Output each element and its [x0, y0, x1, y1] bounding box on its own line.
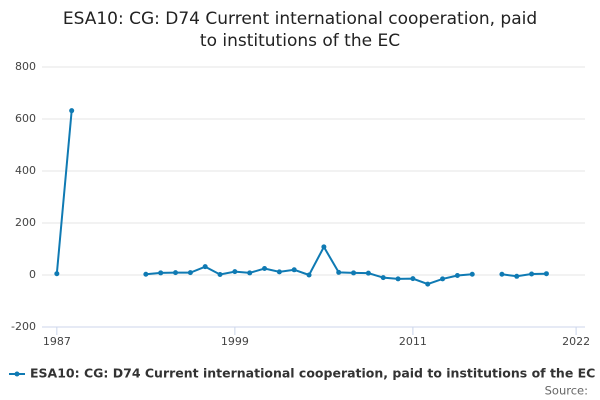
- data-point: [543, 271, 549, 277]
- data-point: [232, 269, 238, 275]
- source: Source:: [545, 384, 588, 398]
- data-point: [321, 244, 327, 250]
- y-tick-label: 400: [15, 164, 36, 177]
- y-tick-label: 200: [15, 216, 36, 229]
- y-tick-label: 800: [15, 60, 36, 73]
- x-tick-label: 1987: [43, 335, 71, 348]
- data-point: [499, 271, 505, 277]
- data-point: [54, 271, 60, 277]
- y-tick-label: 600: [15, 112, 36, 125]
- data-point: [158, 270, 164, 276]
- x-tick-label: 2022: [562, 335, 590, 348]
- data-point: [143, 271, 149, 277]
- data-point: [380, 275, 386, 281]
- data-point: [514, 273, 520, 279]
- x-tick-label: 2011: [399, 335, 427, 348]
- series-line: [55, 110, 547, 286]
- data-point: [336, 269, 342, 275]
- data-point: [247, 270, 253, 276]
- data-point: [262, 266, 268, 271]
- data-point: [395, 276, 401, 282]
- data-point: [454, 273, 460, 279]
- legend-label: ESA10: CG: D74 Current international coo…: [30, 366, 595, 381]
- data-point: [187, 270, 193, 276]
- x-tick-label: 1999: [221, 335, 249, 348]
- data-point: [469, 271, 475, 277]
- data-point: [365, 270, 371, 276]
- data-point: [217, 271, 223, 277]
- data-point: [173, 270, 179, 276]
- data-point: [202, 264, 208, 270]
- legend-symbol: [14, 371, 20, 377]
- y-tick-label: -200: [11, 320, 36, 333]
- data-point: [69, 108, 75, 114]
- data-point: [410, 276, 416, 282]
- data-point: [425, 281, 431, 287]
- y-tick-label: 0: [29, 268, 36, 281]
- data-point: [291, 267, 297, 273]
- data-point: [351, 270, 357, 276]
- data-point: [529, 271, 535, 277]
- data-point: [306, 272, 312, 278]
- chart-title: ESA10: CG: D74 Current international coo…: [63, 9, 537, 51]
- data-point: [440, 276, 446, 282]
- data-point: [276, 269, 282, 275]
